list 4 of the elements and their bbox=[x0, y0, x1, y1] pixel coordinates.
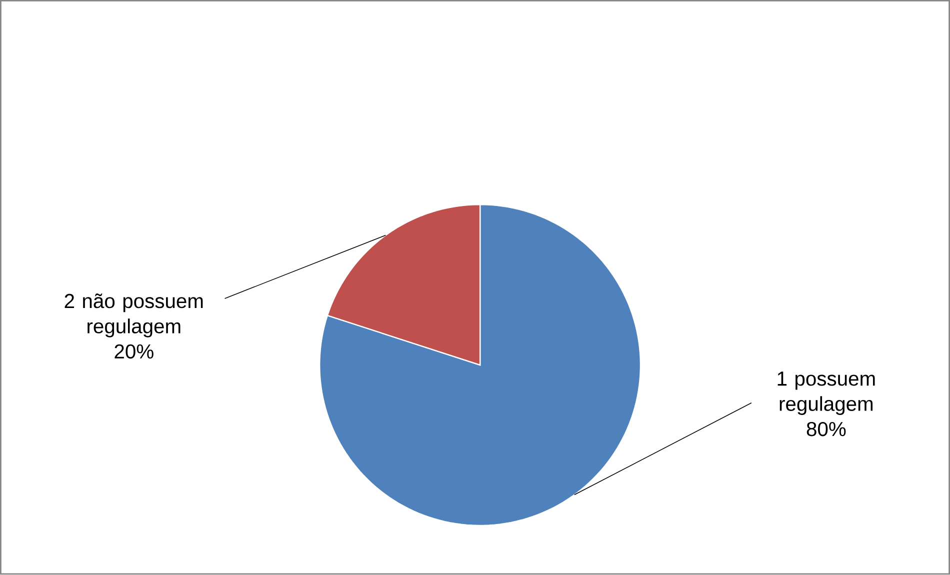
data-label: 80% bbox=[806, 422, 846, 436]
slice-label: 2 não possuem regulagem bbox=[64, 294, 203, 338]
data-label: 20% bbox=[114, 344, 154, 359]
slice-label: 1 possuem regulagem bbox=[778, 372, 875, 416]
